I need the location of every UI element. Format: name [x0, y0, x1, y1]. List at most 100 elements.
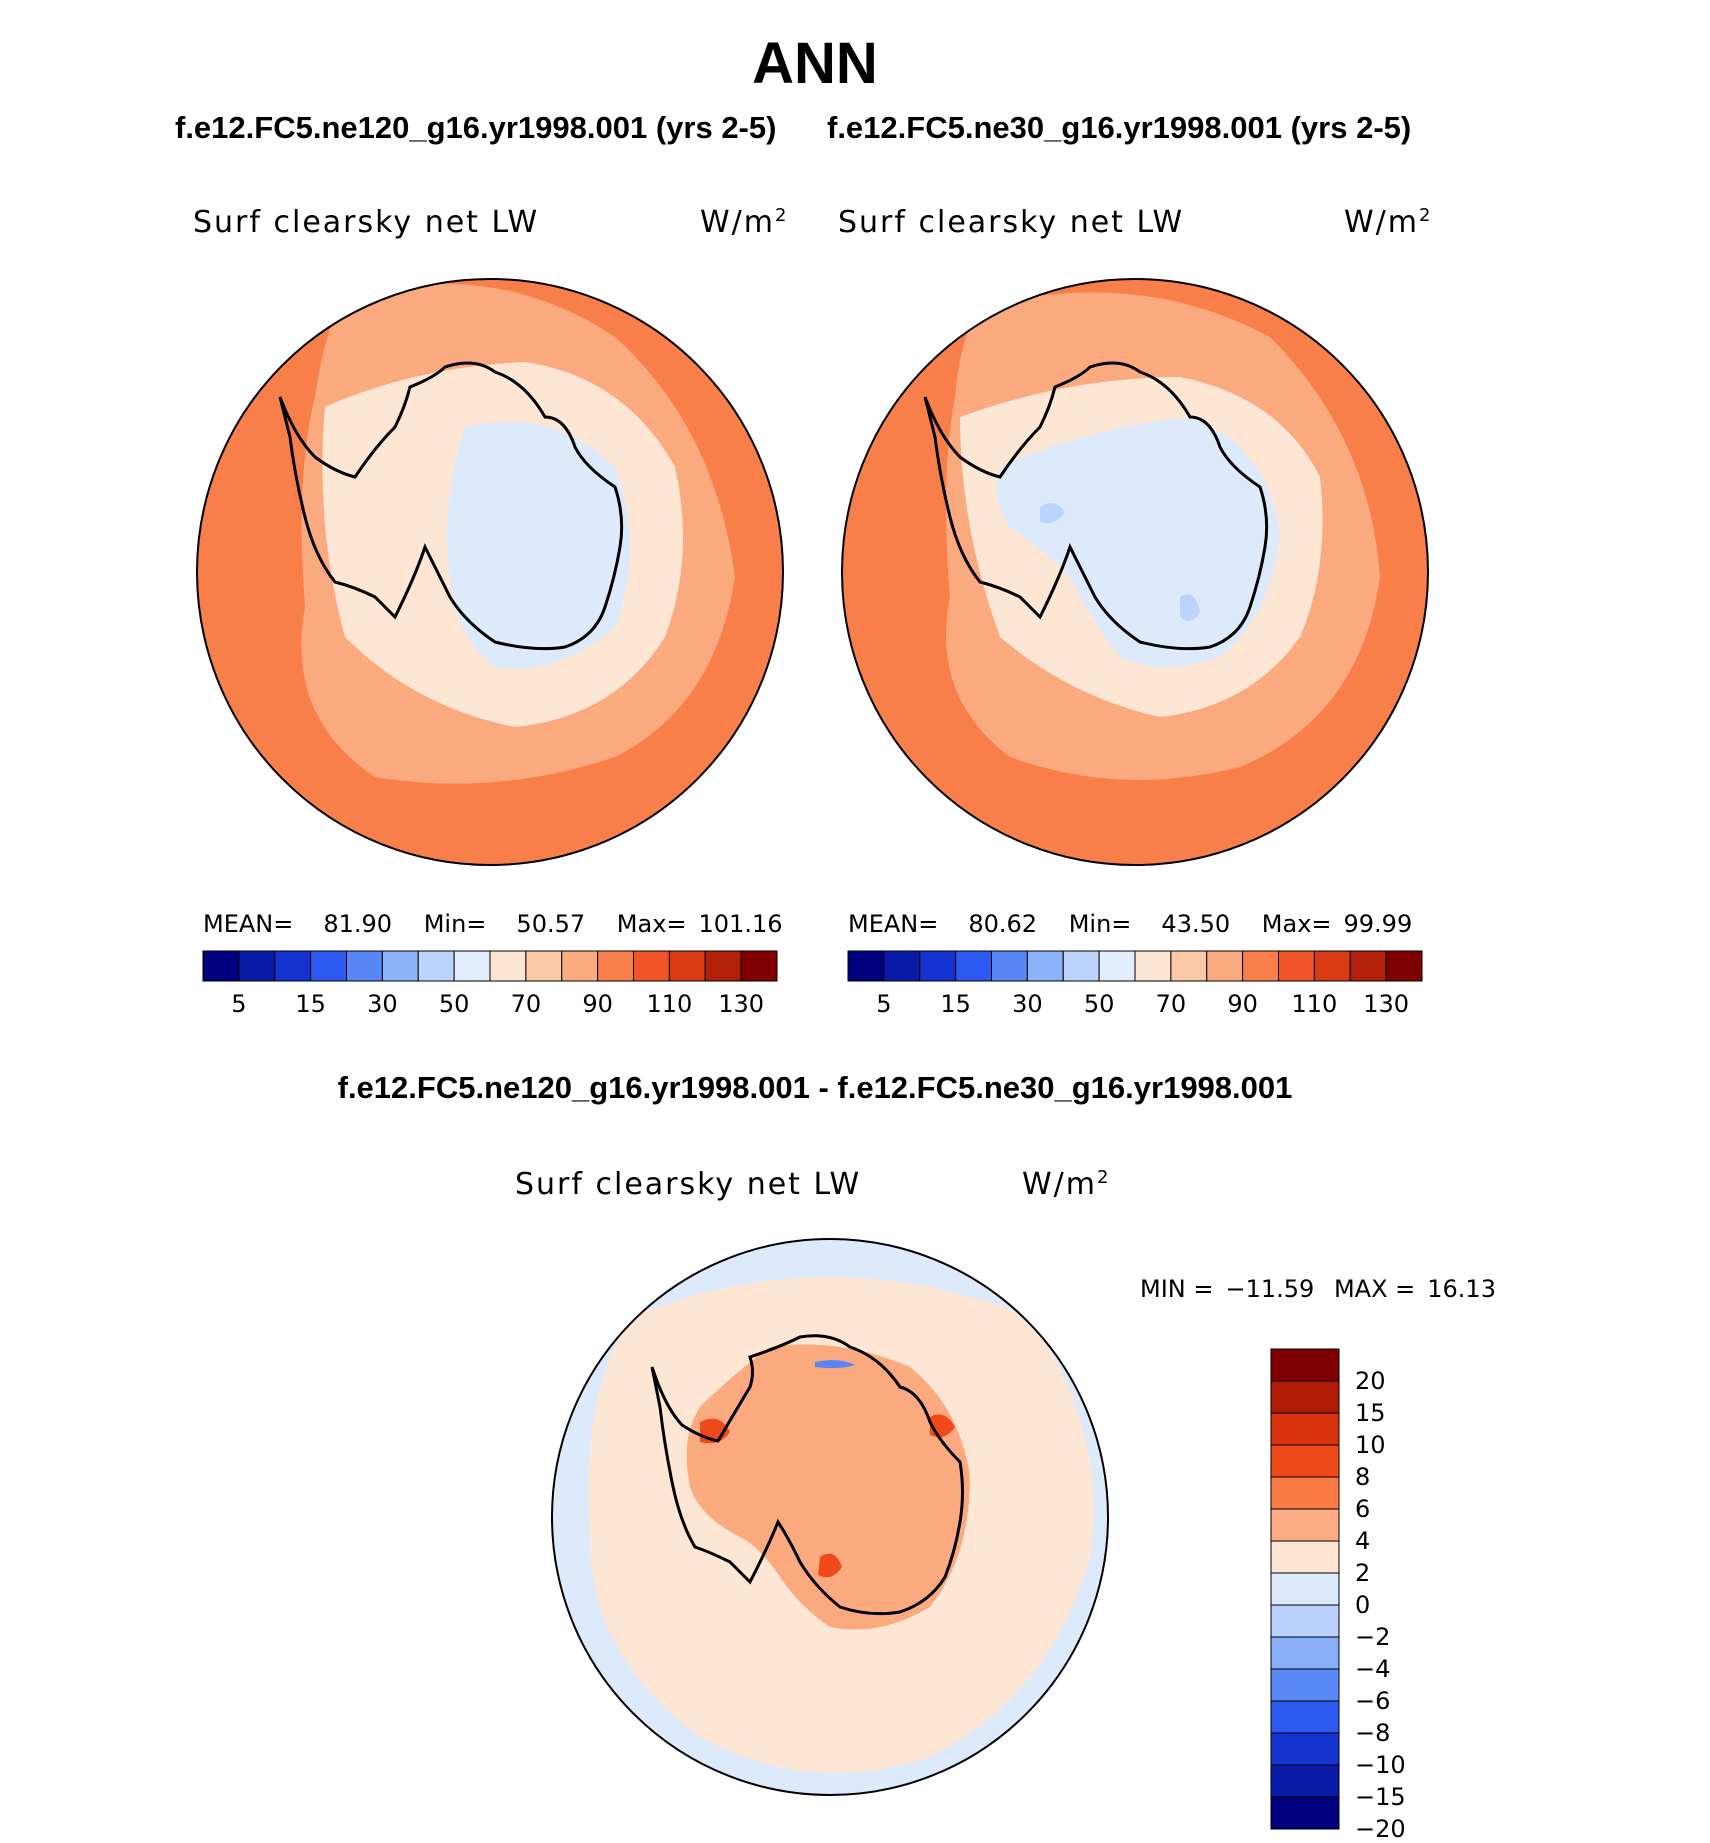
- colorbar-swatch: [1313, 950, 1351, 982]
- colorbar-swatch: [668, 950, 706, 982]
- left-stats: MEAN= 81.90 Min= 50.57 Max= 101.16: [203, 910, 783, 938]
- colorbar-tick-label: 110: [646, 990, 693, 1018]
- colorbar-swatch: [1270, 1572, 1340, 1606]
- left-variable-label: Surf clearsky net LW: [193, 205, 540, 240]
- colorbar-swatch: [1270, 1508, 1340, 1542]
- colorbar-swatch: [346, 950, 383, 982]
- colorbar-swatch: [1270, 1380, 1340, 1414]
- coastline: [650, 1334, 964, 1616]
- colorbar-tick-label: 15: [295, 990, 326, 1018]
- colorbar-swatch: [1062, 950, 1100, 982]
- coastline: [278, 361, 624, 651]
- diff-cold-spot: [815, 1360, 855, 1369]
- ice-cold-patch: [1040, 503, 1065, 524]
- diff-title: f.e12.FC5.ne120_g16.yr1998.001 - f.e12.F…: [337, 1070, 1293, 1105]
- coastline: [923, 361, 1269, 651]
- colorbar-swatch: [704, 950, 742, 982]
- colorbar-swatch: [1270, 1476, 1340, 1510]
- colorbar-diff: [1270, 1348, 1340, 1830]
- colorbar-swatch: [525, 950, 563, 982]
- colorbar-swatch: [1098, 950, 1136, 982]
- colorbar-tick-label: 0: [1355, 1591, 1371, 1619]
- colorbar-swatch: [561, 950, 599, 982]
- colorbar-tick-label: −6: [1355, 1687, 1391, 1715]
- colorbar-swatch: [1270, 1764, 1340, 1798]
- colorbar-swatch: [1270, 1796, 1340, 1830]
- right-stats: MEAN= 80.62 Min= 43.50 Max= 99.99: [848, 910, 1413, 938]
- colorbar-swatch: [955, 950, 992, 982]
- colorbar-tick-label: −8: [1355, 1719, 1391, 1747]
- colorbar-swatch: [238, 950, 276, 982]
- colorbar-swatch: [310, 950, 347, 982]
- colorbar-tick-label: 50: [438, 990, 470, 1018]
- colorbar-swatch: [453, 950, 491, 982]
- colorbar-swatch: [1270, 1732, 1340, 1766]
- ice-interior: [996, 417, 1280, 667]
- right-variable-label: Surf clearsky net LW: [838, 205, 1185, 240]
- colorbar-swatch: [1270, 1348, 1340, 1382]
- colorbar-left: [202, 950, 778, 982]
- colorbar-swatch: [847, 950, 885, 982]
- colorbar-swatch: [991, 950, 1028, 982]
- case-title-right: f.e12.FC5.ne30_g16.yr1998.001 (yrs 2-5): [827, 110, 1412, 145]
- colorbar-tick-label: 15: [940, 990, 971, 1018]
- colorbar-swatch: [1270, 1604, 1340, 1638]
- right-units-label: W/m2: [1344, 205, 1433, 240]
- colorbar-tick-label: −10: [1355, 1751, 1406, 1779]
- colorbar-tick-label: 10: [1355, 1431, 1386, 1459]
- colorbar-swatch: [1270, 1668, 1340, 1702]
- colorbar-swatch: [1206, 950, 1244, 982]
- colorbar-swatch: [1270, 1636, 1340, 1670]
- diff-hot-spot: [818, 1553, 842, 1578]
- colorbar-swatch: [381, 950, 419, 982]
- colorbar-swatch: [1242, 950, 1279, 982]
- colorbar-swatch: [202, 950, 240, 982]
- colorbar-swatch: [1349, 950, 1387, 982]
- colorbar-right: [847, 950, 1423, 982]
- left-polar-map: [196, 278, 784, 866]
- colorbar-swatch: [1170, 950, 1208, 982]
- right-polar-map: [841, 278, 1429, 866]
- colorbar-swatch: [1270, 1444, 1340, 1478]
- colorbar-tick-label: −20: [1355, 1815, 1406, 1843]
- colorbar-tick-label: 110: [1291, 990, 1338, 1018]
- colorbar-tick-label: 30: [367, 990, 398, 1018]
- colorbar-swatch: [417, 950, 455, 982]
- colorbar-tick-label: 6: [1355, 1495, 1371, 1523]
- colorbar-tick-label: 30: [1012, 990, 1043, 1018]
- case-title-left: f.e12.FC5.ne120_g16.yr1998.001 (yrs 2-5): [175, 110, 777, 145]
- colorbar-tick-label: 5: [876, 990, 892, 1018]
- colorbar-swatch: [1270, 1700, 1340, 1734]
- colorbar-swatch: [1026, 950, 1064, 982]
- colorbar-tick-label: 5: [231, 990, 247, 1018]
- diff-stats: MIN = −11.59 MAX = 16.13: [1140, 1275, 1496, 1303]
- colorbar-swatch: [919, 950, 957, 982]
- figure-title: ANN: [752, 31, 878, 96]
- colorbar-swatch: [1270, 1540, 1340, 1574]
- colorbar-swatch: [1385, 950, 1423, 982]
- colorbar-tick-label: −15: [1355, 1783, 1406, 1811]
- colorbar-tick-label: −4: [1355, 1655, 1391, 1683]
- diff-variable-label: Surf clearsky net LW: [515, 1167, 862, 1202]
- colorbar-swatch: [274, 950, 312, 982]
- colorbar-swatch: [740, 950, 778, 982]
- colorbar-swatch: [633, 950, 670, 982]
- colorbar-tick-label: 4: [1355, 1527, 1371, 1555]
- colorbar-swatch: [883, 950, 921, 982]
- colorbar-tick-label: 8: [1355, 1463, 1371, 1491]
- ice-interior: [447, 422, 630, 669]
- colorbar-swatch: [1134, 950, 1172, 982]
- ice-cold-patch: [1180, 594, 1200, 621]
- colorbar-tick-label: 70: [1155, 990, 1187, 1018]
- colorbar-swatch: [1270, 1412, 1340, 1446]
- colorbar-diff-ticks: 20 15 10 8 6 4 2 0 −2 −4 −6 −8 −10 −15 −20: [1355, 1349, 1435, 1843]
- colorbar-tick-label: 90: [582, 990, 613, 1018]
- colorbar-left-ticks: 5 15 30 50 70 90 110 130: [203, 990, 777, 1020]
- diff-land-band: [686, 1344, 970, 1630]
- colorbar-swatch: [597, 950, 634, 982]
- diff-units-label: W/m2: [1022, 1167, 1111, 1202]
- colorbar-tick-label: 15: [1355, 1399, 1386, 1427]
- colorbar-tick-label: 70: [510, 990, 542, 1018]
- colorbar-tick-label: 130: [718, 990, 765, 1018]
- left-units-label: W/m2: [700, 205, 789, 240]
